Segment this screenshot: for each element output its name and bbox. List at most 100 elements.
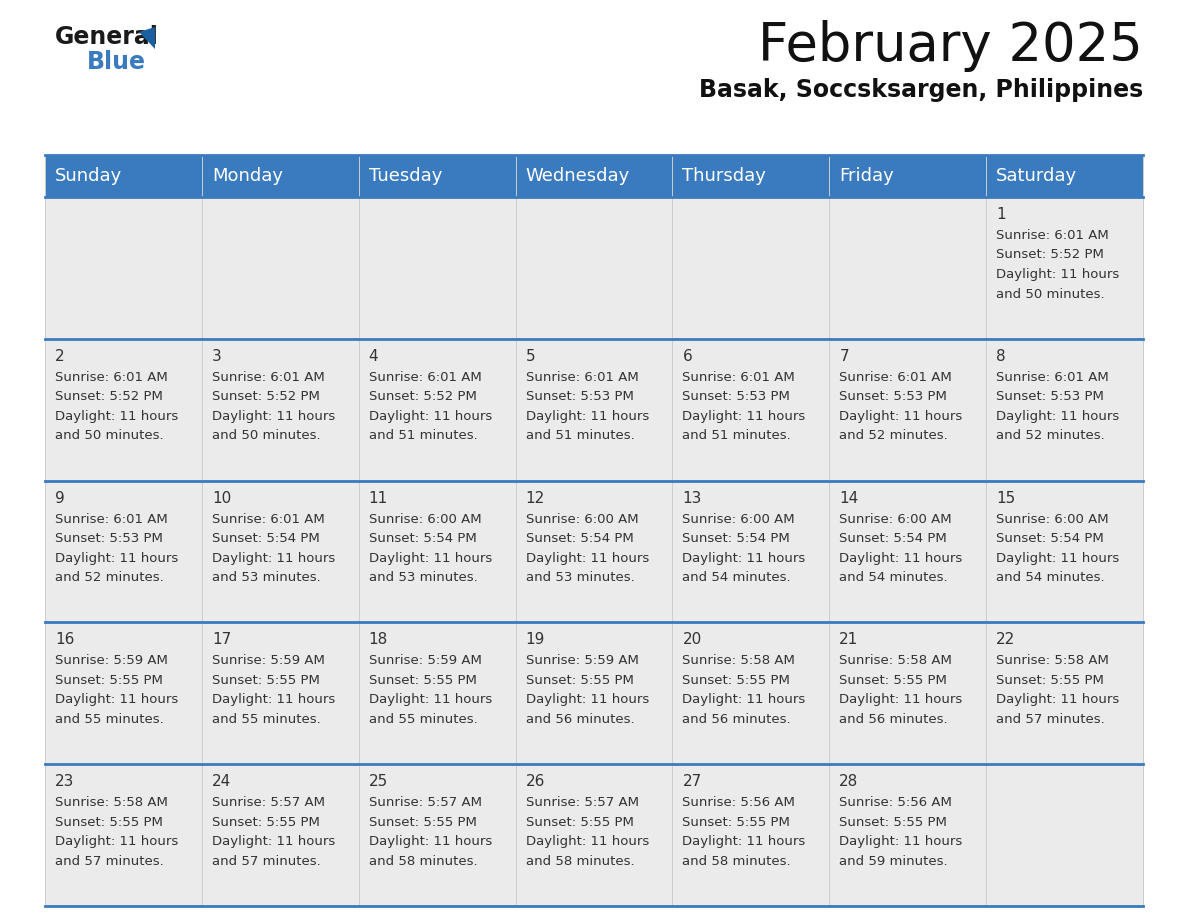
Text: and 55 minutes.: and 55 minutes. xyxy=(368,713,478,726)
Text: Sunset: 5:52 PM: Sunset: 5:52 PM xyxy=(368,390,476,403)
Text: and 52 minutes.: and 52 minutes. xyxy=(997,430,1105,442)
Text: Sunset: 5:54 PM: Sunset: 5:54 PM xyxy=(525,532,633,545)
Text: Sunset: 5:55 PM: Sunset: 5:55 PM xyxy=(368,674,476,687)
Bar xyxy=(359,764,516,906)
Text: and 56 minutes.: and 56 minutes. xyxy=(525,713,634,726)
Text: Daylight: 11 hours: Daylight: 11 hours xyxy=(682,409,805,423)
Bar xyxy=(986,764,1143,906)
Bar xyxy=(202,764,359,906)
Bar xyxy=(516,339,672,481)
Text: Sunrise: 5:59 AM: Sunrise: 5:59 AM xyxy=(211,655,324,667)
Text: Sunset: 5:55 PM: Sunset: 5:55 PM xyxy=(211,816,320,829)
Text: Sunrise: 5:56 AM: Sunrise: 5:56 AM xyxy=(682,796,795,809)
Text: Sunrise: 5:57 AM: Sunrise: 5:57 AM xyxy=(211,796,324,809)
Text: and 50 minutes.: and 50 minutes. xyxy=(997,287,1105,300)
Text: Monday: Monday xyxy=(211,167,283,185)
Text: 6: 6 xyxy=(682,349,693,364)
Text: and 57 minutes.: and 57 minutes. xyxy=(997,713,1105,726)
Text: Daylight: 11 hours: Daylight: 11 hours xyxy=(55,409,178,423)
Bar xyxy=(672,155,829,197)
Text: and 58 minutes.: and 58 minutes. xyxy=(525,855,634,868)
Text: Sunrise: 5:59 AM: Sunrise: 5:59 AM xyxy=(525,655,638,667)
Text: Sunset: 5:52 PM: Sunset: 5:52 PM xyxy=(55,390,163,403)
Bar xyxy=(672,481,829,622)
Text: Daylight: 11 hours: Daylight: 11 hours xyxy=(839,693,962,706)
Bar xyxy=(359,155,516,197)
Text: and 53 minutes.: and 53 minutes. xyxy=(211,571,321,584)
Text: General: General xyxy=(55,25,159,49)
Text: 13: 13 xyxy=(682,490,702,506)
Text: 17: 17 xyxy=(211,633,232,647)
Text: Daylight: 11 hours: Daylight: 11 hours xyxy=(55,693,178,706)
Text: 19: 19 xyxy=(525,633,545,647)
Text: Sunrise: 5:57 AM: Sunrise: 5:57 AM xyxy=(525,796,639,809)
Text: Sunset: 5:52 PM: Sunset: 5:52 PM xyxy=(211,390,320,403)
Text: Sunrise: 5:56 AM: Sunrise: 5:56 AM xyxy=(839,796,952,809)
Text: and 52 minutes.: and 52 minutes. xyxy=(839,430,948,442)
Bar xyxy=(672,622,829,764)
Text: and 52 minutes.: and 52 minutes. xyxy=(55,571,164,584)
Text: Sunset: 5:52 PM: Sunset: 5:52 PM xyxy=(997,249,1104,262)
Text: Sunrise: 6:01 AM: Sunrise: 6:01 AM xyxy=(55,371,168,384)
Text: Sunrise: 6:01 AM: Sunrise: 6:01 AM xyxy=(211,512,324,526)
Text: Daylight: 11 hours: Daylight: 11 hours xyxy=(525,693,649,706)
Text: Daylight: 11 hours: Daylight: 11 hours xyxy=(839,835,962,848)
Bar xyxy=(516,622,672,764)
Bar xyxy=(516,764,672,906)
Text: Sunrise: 6:01 AM: Sunrise: 6:01 AM xyxy=(839,371,952,384)
Text: 24: 24 xyxy=(211,774,232,789)
Text: Daylight: 11 hours: Daylight: 11 hours xyxy=(55,835,178,848)
Text: Daylight: 11 hours: Daylight: 11 hours xyxy=(55,552,178,565)
Text: 23: 23 xyxy=(55,774,75,789)
Text: Sunrise: 6:01 AM: Sunrise: 6:01 AM xyxy=(997,229,1108,242)
Text: Tuesday: Tuesday xyxy=(368,167,442,185)
Text: Sunrise: 5:58 AM: Sunrise: 5:58 AM xyxy=(997,655,1110,667)
Bar xyxy=(829,339,986,481)
Bar xyxy=(986,339,1143,481)
Bar xyxy=(45,764,202,906)
Text: 28: 28 xyxy=(839,774,859,789)
Text: Daylight: 11 hours: Daylight: 11 hours xyxy=(368,835,492,848)
Text: Daylight: 11 hours: Daylight: 11 hours xyxy=(997,552,1119,565)
Text: Sunrise: 6:00 AM: Sunrise: 6:00 AM xyxy=(997,512,1108,526)
Text: Sunset: 5:53 PM: Sunset: 5:53 PM xyxy=(682,390,790,403)
Text: 27: 27 xyxy=(682,774,702,789)
Text: Sunrise: 6:00 AM: Sunrise: 6:00 AM xyxy=(682,512,795,526)
Text: Sunset: 5:55 PM: Sunset: 5:55 PM xyxy=(211,674,320,687)
Text: and 55 minutes.: and 55 minutes. xyxy=(55,713,164,726)
Text: Daylight: 11 hours: Daylight: 11 hours xyxy=(368,693,492,706)
Bar xyxy=(829,764,986,906)
Text: Daylight: 11 hours: Daylight: 11 hours xyxy=(211,552,335,565)
Bar xyxy=(672,764,829,906)
Text: and 57 minutes.: and 57 minutes. xyxy=(55,855,164,868)
Bar xyxy=(986,481,1143,622)
Text: Sunrise: 5:59 AM: Sunrise: 5:59 AM xyxy=(55,655,168,667)
Bar xyxy=(986,155,1143,197)
Text: Sunset: 5:53 PM: Sunset: 5:53 PM xyxy=(997,390,1104,403)
Text: 7: 7 xyxy=(839,349,849,364)
Text: Sunrise: 5:57 AM: Sunrise: 5:57 AM xyxy=(368,796,481,809)
Text: 26: 26 xyxy=(525,774,545,789)
Text: Daylight: 11 hours: Daylight: 11 hours xyxy=(525,835,649,848)
Text: 1: 1 xyxy=(997,207,1006,222)
Bar xyxy=(45,339,202,481)
Text: Daylight: 11 hours: Daylight: 11 hours xyxy=(368,409,492,423)
Text: and 58 minutes.: and 58 minutes. xyxy=(368,855,478,868)
Text: Sunrise: 6:00 AM: Sunrise: 6:00 AM xyxy=(839,512,952,526)
Polygon shape xyxy=(139,27,154,49)
Text: Sunrise: 6:01 AM: Sunrise: 6:01 AM xyxy=(997,371,1108,384)
Text: Blue: Blue xyxy=(87,50,146,74)
Text: Sunrise: 6:00 AM: Sunrise: 6:00 AM xyxy=(525,512,638,526)
Text: Sunset: 5:53 PM: Sunset: 5:53 PM xyxy=(55,532,163,545)
Bar xyxy=(45,197,202,339)
Text: Sunset: 5:55 PM: Sunset: 5:55 PM xyxy=(55,674,163,687)
Text: Sunrise: 6:01 AM: Sunrise: 6:01 AM xyxy=(55,512,168,526)
Text: and 50 minutes.: and 50 minutes. xyxy=(55,430,164,442)
Text: 14: 14 xyxy=(839,490,859,506)
Text: and 56 minutes.: and 56 minutes. xyxy=(682,713,791,726)
Text: Sunrise: 6:01 AM: Sunrise: 6:01 AM xyxy=(525,371,638,384)
Bar xyxy=(829,622,986,764)
Bar xyxy=(672,339,829,481)
Text: Sunday: Sunday xyxy=(55,167,122,185)
Text: and 59 minutes.: and 59 minutes. xyxy=(839,855,948,868)
